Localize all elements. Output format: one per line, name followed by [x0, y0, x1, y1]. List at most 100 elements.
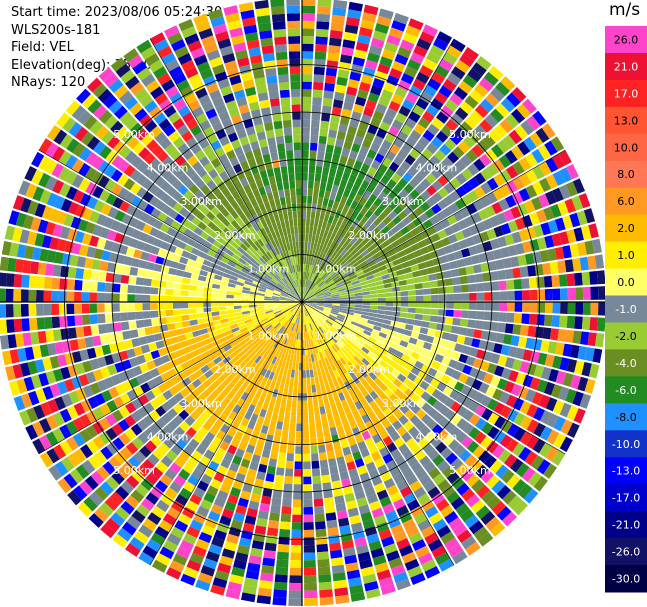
velocity-gate [309, 304, 317, 308]
velocity-gate [216, 212, 226, 222]
velocity-gate [155, 340, 165, 349]
velocity-gate [375, 230, 385, 240]
velocity-gate [164, 379, 175, 389]
velocity-gate [354, 267, 363, 274]
velocity-gate [383, 543, 398, 555]
velocity-gate [352, 315, 361, 321]
velocity-gate [235, 388, 245, 398]
velocity-gate [416, 154, 429, 166]
velocity-gate [85, 181, 98, 195]
velocity-gate [513, 427, 526, 442]
velocity-gate [413, 123, 426, 136]
velocity-gate [167, 161, 179, 173]
velocity-gate [312, 266, 318, 275]
velocity-gate [241, 592, 256, 603]
velocity-gate [292, 514, 302, 523]
velocity-gate [160, 265, 170, 274]
velocity-gate [335, 401, 343, 411]
velocity-gate [186, 338, 196, 346]
velocity-gate [309, 273, 313, 281]
velocity-gate [186, 559, 202, 572]
velocity-gate [486, 440, 499, 454]
velocity-gate [545, 190, 557, 205]
velocity-gate [227, 372, 236, 382]
velocity-gate [157, 72, 172, 86]
velocity-gate [359, 336, 368, 343]
velocity-gate [307, 280, 312, 289]
velocity-gate [330, 403, 338, 412]
velocity-gate [462, 409, 475, 422]
velocity-gate [84, 167, 98, 181]
velocity-gate [152, 448, 165, 461]
velocity-gate [345, 352, 353, 361]
velocity-gate [60, 198, 73, 213]
velocity-gate [331, 14, 346, 24]
velocity-gate [161, 204, 173, 216]
velocity-gate [104, 282, 113, 293]
velocity-gate [227, 132, 239, 143]
velocity-gate [479, 153, 492, 167]
velocity-gate [36, 290, 44, 302]
velocity-gate [270, 0, 285, 8]
velocity-gate [422, 314, 431, 322]
velocity-gate [369, 390, 379, 400]
velocity-gate [384, 168, 395, 179]
velocity-gate [262, 557, 275, 567]
velocity-gate [200, 206, 210, 216]
velocity-gate [174, 213, 185, 224]
velocity-gate [313, 66, 325, 76]
velocity-gate [264, 243, 272, 251]
velocity-gate [216, 265, 226, 272]
velocity-gate [347, 125, 358, 136]
velocity-gate [494, 124, 508, 138]
velocity-gate [264, 305, 272, 308]
velocity-gate [195, 87, 208, 99]
velocity-gate [342, 240, 350, 249]
velocity-gate [135, 483, 149, 497]
velocity-gate [360, 284, 369, 289]
velocity-gate [200, 264, 210, 272]
colorbar-tick-label: 21.0 [614, 60, 639, 73]
velocity-gate [233, 298, 242, 302]
velocity-gate [378, 8, 394, 20]
velocity-gate [410, 461, 423, 474]
velocity-gate [180, 573, 196, 586]
velocity-gate [346, 461, 356, 471]
velocity-gate [340, 220, 347, 230]
velocity-gate [250, 493, 261, 503]
velocity-gate [327, 338, 334, 347]
velocity-gate [287, 20, 300, 29]
velocity-gate [475, 417, 487, 431]
velocity-gate [305, 280, 309, 288]
velocity-gate [393, 498, 406, 510]
velocity-gate [239, 243, 248, 252]
velocity-gate [342, 39, 356, 49]
velocity-gate [307, 315, 312, 324]
velocity-gate [212, 23, 228, 35]
velocity-gate [256, 295, 265, 298]
velocity-gate [376, 489, 389, 501]
velocity-gate [350, 475, 361, 486]
velocity-gate [181, 283, 190, 291]
velocity-gate [255, 273, 264, 280]
velocity-gate [546, 413, 559, 428]
velocity-gate [399, 340, 409, 348]
velocity-gate [295, 309, 300, 317]
velocity-gate [330, 114, 341, 124]
velocity-gate [323, 213, 330, 223]
velocity-gate [103, 216, 114, 229]
velocity-gate [372, 368, 382, 377]
velocity-gate [234, 291, 242, 296]
velocity-gate [294, 469, 302, 477]
velocity-gate [93, 200, 105, 213]
velocity-gate [308, 180, 314, 189]
velocity-gate [536, 237, 547, 250]
velocity-gate [20, 289, 29, 302]
velocity-gate [273, 589, 287, 598]
velocity-gate [135, 285, 144, 294]
velocity-gate [77, 501, 93, 517]
velocity-gate [431, 302, 439, 309]
velocity-gate [302, 309, 304, 318]
velocity-gate [260, 146, 270, 156]
velocity-gate [261, 376, 268, 386]
